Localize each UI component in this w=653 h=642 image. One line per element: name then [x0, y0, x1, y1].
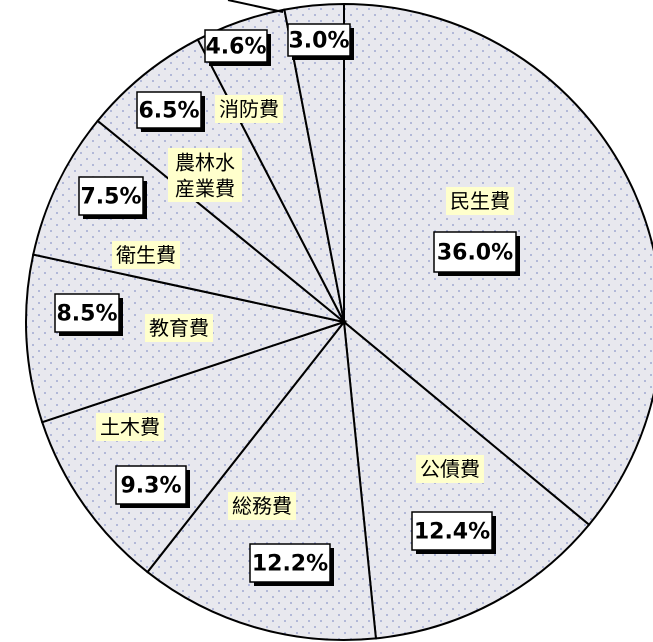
- labels-layer: 民生費 36.0% 公債費 12.4% 総務費 12.2% 土木費 9.3% 教育費 8.5% 衛生…: [54, 23, 520, 586]
- value-label-eisei: 7.5%: [80, 185, 141, 210]
- value-label-kousai: 12.4%: [414, 520, 490, 545]
- value-label-minsei: 36.0%: [437, 241, 513, 266]
- category-label-shoubou: 消防費: [219, 97, 279, 121]
- category-box-kyouiku: [145, 314, 213, 342]
- value-label-doboku: 9.3%: [120, 474, 181, 499]
- value-box-soumu: [249, 543, 331, 583]
- value-label-other_a: 3.0%: [288, 29, 349, 54]
- value-box-other_a: [287, 23, 351, 57]
- value-box-shoubou: [204, 29, 268, 63]
- category-box-kousai: [416, 455, 484, 483]
- category-label-soumu: 総務費: [232, 494, 292, 518]
- value-box-minsei: [433, 231, 517, 273]
- leader-line: [227, 0, 284, 13]
- category-box-soumu: [228, 492, 296, 520]
- value-box-kyouiku: [54, 293, 120, 333]
- value-box-kousai: [411, 511, 493, 551]
- category-box-nourin: [168, 148, 242, 202]
- value-label-nourin: 6.5%: [138, 99, 199, 124]
- value-label-soumu: 12.2%: [252, 552, 328, 577]
- category-box-minsei: [446, 187, 514, 215]
- value-box-nourin: [136, 91, 202, 129]
- pie-slice-other_a: [283, 2, 345, 323]
- category-box-doboku: [96, 413, 164, 441]
- category-label-doboku: 土木費: [100, 415, 160, 439]
- category-box-shoubou: [215, 95, 283, 123]
- pie-slice-doboku: [40, 320, 347, 574]
- value-box-doboku: [115, 465, 187, 505]
- category-label-minsei: 民生費: [450, 189, 510, 213]
- value-label-shoubou: 4.6%: [205, 35, 266, 60]
- category-label-nourin-line2: 産業費: [175, 177, 235, 201]
- category-label-nourin-line1: 農林水: [175, 151, 235, 175]
- value-box-eisei: [78, 176, 144, 216]
- category-label-kousai: 公債費: [420, 457, 480, 481]
- value-label-kyouiku: 8.5%: [56, 302, 117, 327]
- category-label-eisei: 衛生費: [116, 243, 176, 267]
- leader-layer: [227, 0, 284, 13]
- category-box-eisei: [112, 241, 180, 269]
- category-label-kyouiku: 教育費: [149, 316, 209, 340]
- pie-slice-eisei: [32, 119, 345, 323]
